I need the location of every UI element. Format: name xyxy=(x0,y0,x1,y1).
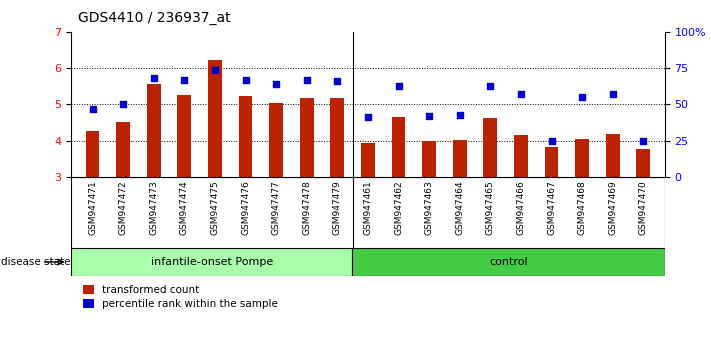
Text: infantile-onset Pompe: infantile-onset Pompe xyxy=(151,257,273,267)
Bar xyxy=(392,117,405,177)
Point xyxy=(178,77,190,82)
Text: GSM947473: GSM947473 xyxy=(149,181,159,235)
Text: GSM947461: GSM947461 xyxy=(363,181,373,235)
Text: GSM947463: GSM947463 xyxy=(424,181,434,235)
Text: GSM947466: GSM947466 xyxy=(516,181,525,235)
Bar xyxy=(85,131,100,177)
Point xyxy=(577,94,588,100)
Point xyxy=(117,102,129,107)
Point xyxy=(638,138,649,144)
Text: GSM947468: GSM947468 xyxy=(577,181,587,235)
Text: disease state: disease state xyxy=(1,257,71,267)
Point xyxy=(485,83,496,88)
Bar xyxy=(71,248,353,276)
Point xyxy=(363,115,374,120)
Bar xyxy=(178,95,191,177)
Point xyxy=(87,106,98,112)
Bar xyxy=(147,85,161,177)
Bar xyxy=(453,140,466,177)
Bar xyxy=(361,143,375,177)
Text: GSM947477: GSM947477 xyxy=(272,181,281,235)
Point xyxy=(515,91,527,97)
Point xyxy=(607,91,619,97)
Bar xyxy=(208,60,222,177)
Text: GSM947479: GSM947479 xyxy=(333,181,342,235)
Bar xyxy=(514,135,528,177)
Point xyxy=(454,112,466,118)
Bar xyxy=(422,141,436,177)
Point xyxy=(301,77,312,82)
Bar xyxy=(116,122,130,177)
Point xyxy=(240,77,251,82)
Bar xyxy=(353,248,665,276)
Bar xyxy=(483,118,497,177)
Legend: transformed count, percentile rank within the sample: transformed count, percentile rank withi… xyxy=(83,285,278,309)
Point xyxy=(148,75,159,81)
Text: control: control xyxy=(489,257,528,267)
Point xyxy=(424,113,435,119)
Text: GSM947471: GSM947471 xyxy=(88,181,97,235)
Text: GSM947476: GSM947476 xyxy=(241,181,250,235)
Bar xyxy=(575,139,589,177)
Text: GSM947469: GSM947469 xyxy=(609,181,617,235)
Bar xyxy=(239,96,252,177)
Bar xyxy=(545,147,558,177)
Text: GDS4410 / 236937_at: GDS4410 / 236937_at xyxy=(78,11,231,25)
Point xyxy=(546,138,557,144)
Text: GSM947470: GSM947470 xyxy=(639,181,648,235)
Point xyxy=(331,78,343,84)
Text: GSM947472: GSM947472 xyxy=(119,181,127,235)
Bar xyxy=(636,149,651,177)
Point xyxy=(270,81,282,87)
Text: GSM947465: GSM947465 xyxy=(486,181,495,235)
Point xyxy=(209,67,220,73)
Text: GSM947478: GSM947478 xyxy=(302,181,311,235)
Point xyxy=(393,83,405,88)
Bar xyxy=(331,98,344,177)
Text: GSM947467: GSM947467 xyxy=(547,181,556,235)
Bar xyxy=(606,134,620,177)
Bar xyxy=(269,103,283,177)
Text: GSM947475: GSM947475 xyxy=(210,181,220,235)
Text: GSM947462: GSM947462 xyxy=(394,181,403,235)
Text: GSM947464: GSM947464 xyxy=(455,181,464,235)
Text: GSM947474: GSM947474 xyxy=(180,181,189,235)
Bar xyxy=(300,98,314,177)
